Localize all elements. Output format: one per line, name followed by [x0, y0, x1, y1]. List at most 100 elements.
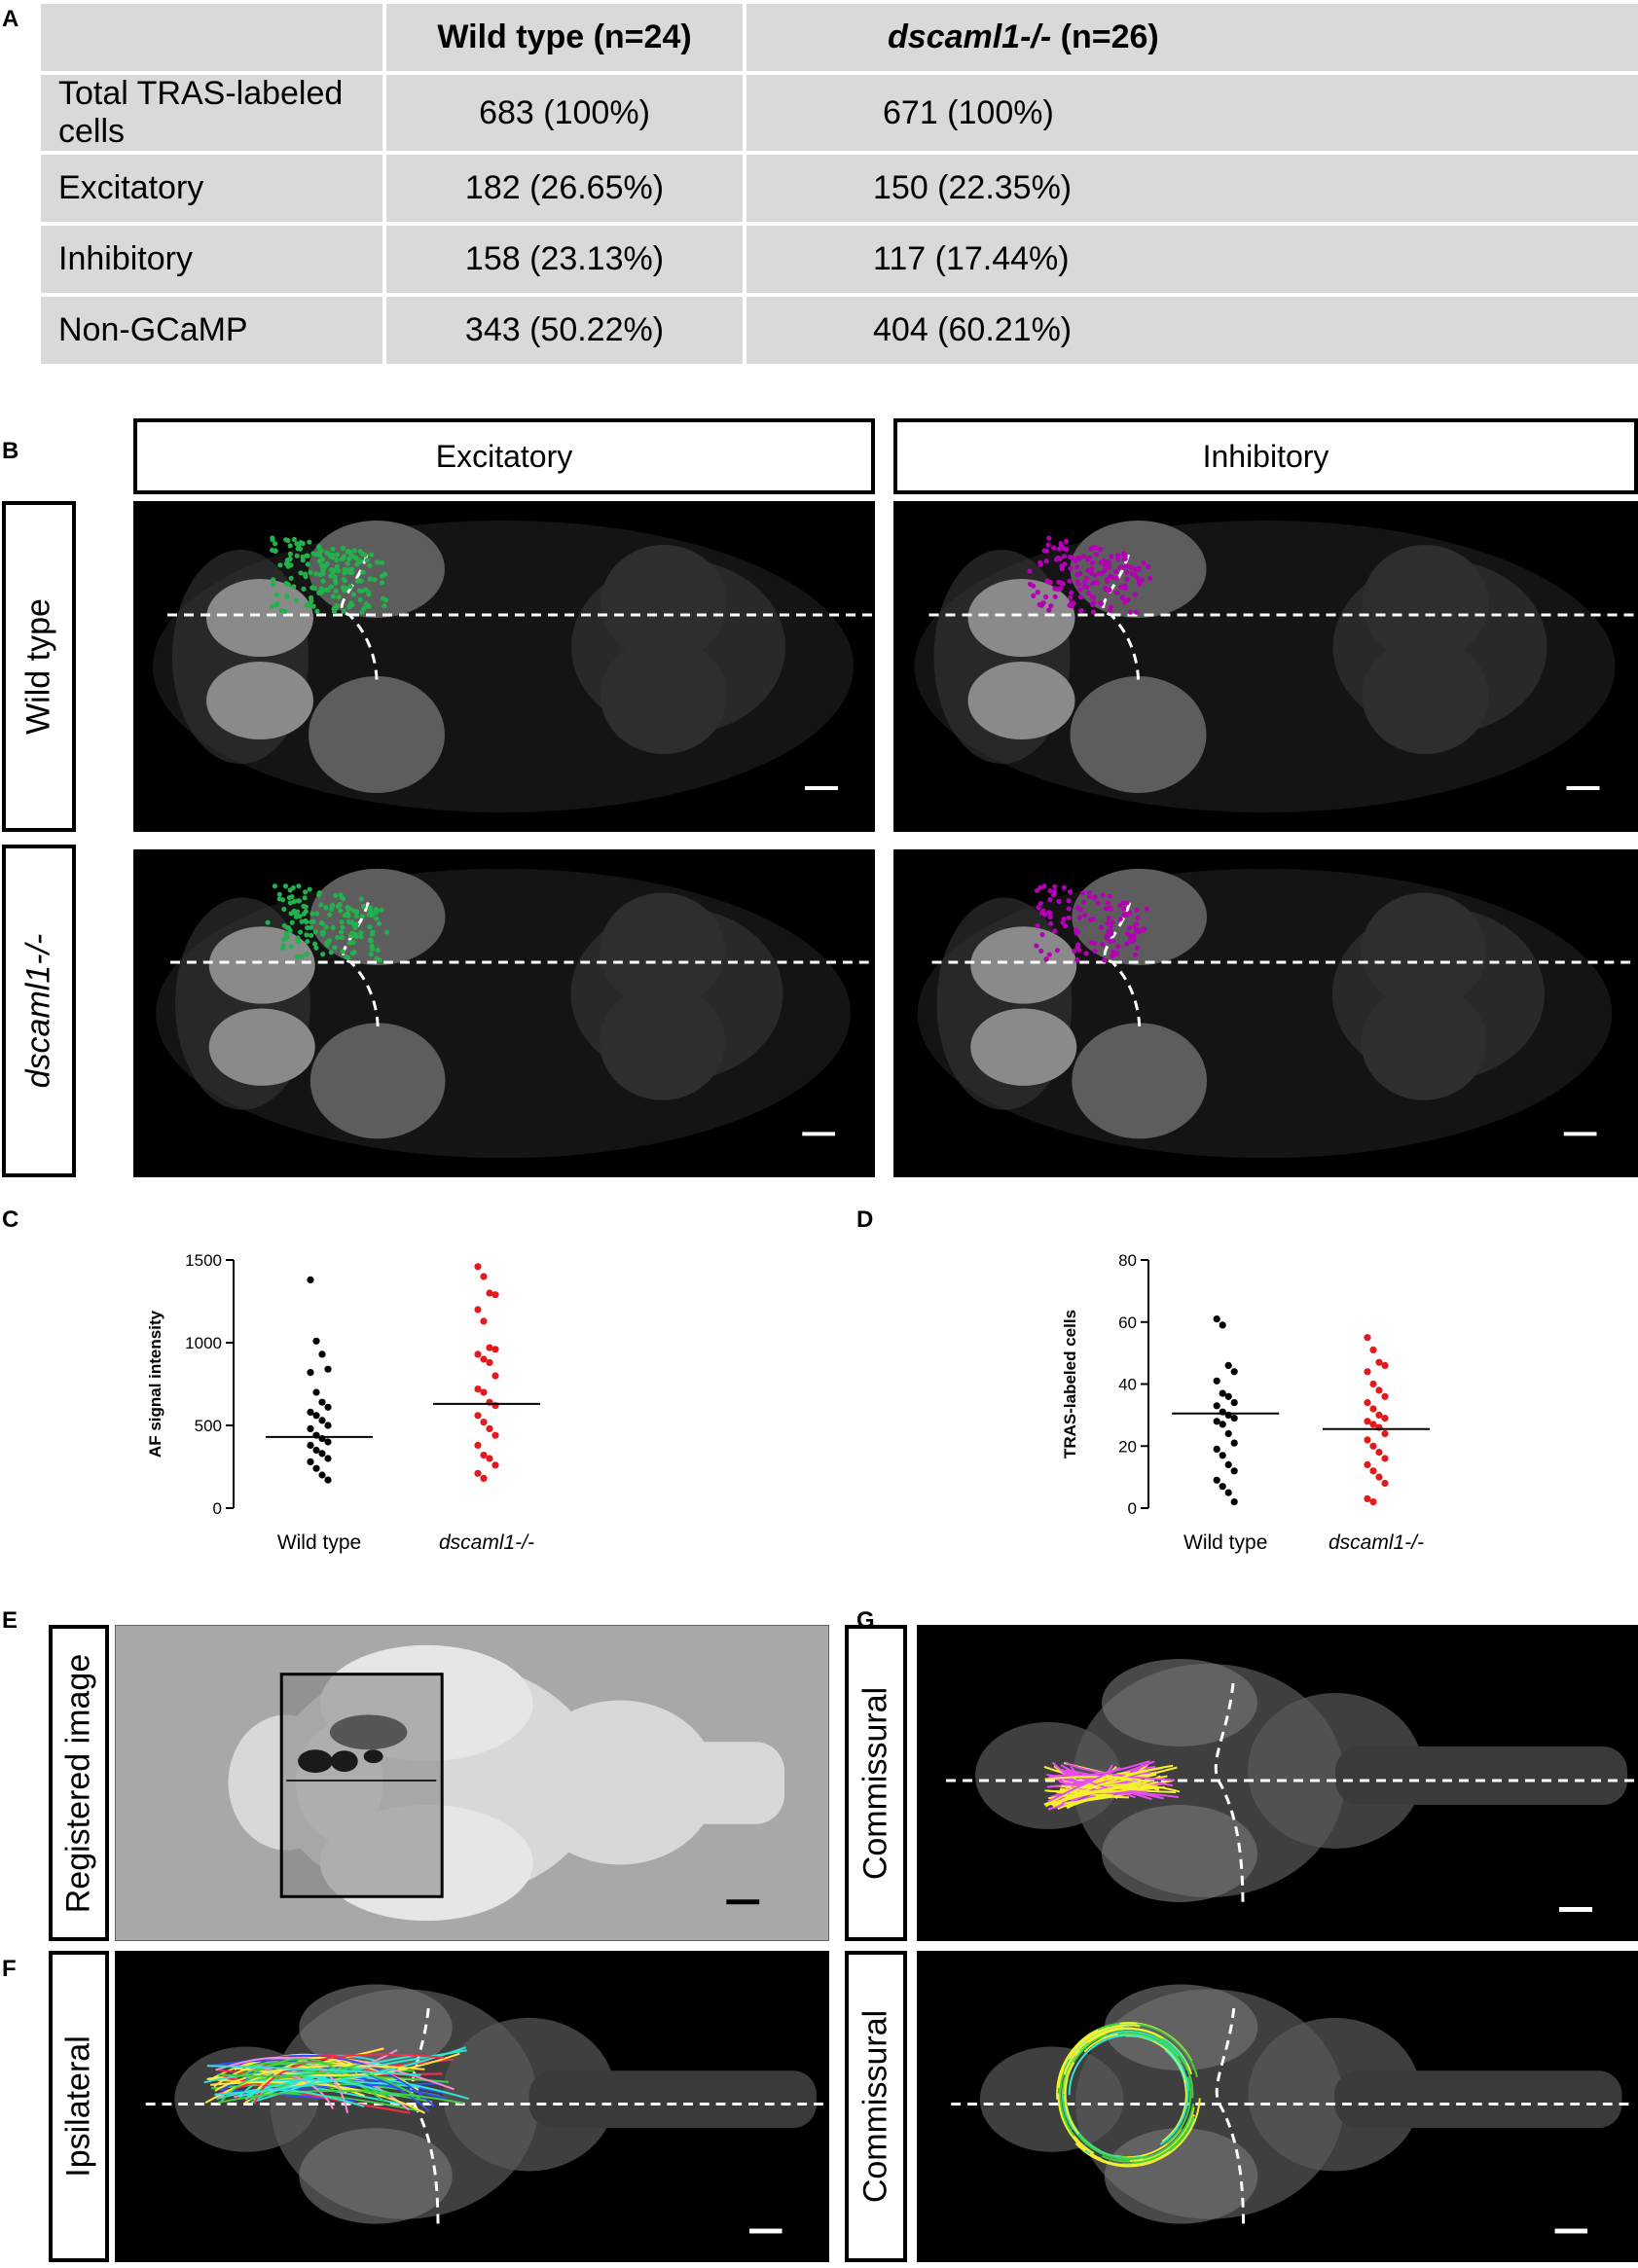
- registered-brain-svg: [228, 1644, 785, 1922]
- cell-dot: [1113, 569, 1119, 575]
- cell-dot: [1098, 546, 1104, 553]
- cell-dot: [291, 584, 297, 590]
- cell-dot: [1069, 590, 1074, 595]
- neurite-trace: [1061, 1784, 1137, 1793]
- row-label-wild-type: Wild type: [2, 501, 76, 832]
- cell-dot: [1109, 931, 1114, 937]
- cell-dot: [350, 939, 356, 946]
- cell-dot: [1104, 576, 1110, 583]
- cell-dot: [1102, 567, 1108, 574]
- cell-dot: [340, 949, 346, 954]
- cell-dot: [1106, 559, 1111, 565]
- cell-dot: [297, 546, 303, 552]
- cell-dot: [1052, 888, 1058, 894]
- data-point: [1213, 1445, 1220, 1453]
- data-point: [486, 1424, 493, 1432]
- cell-dot: [1084, 576, 1090, 582]
- data-point: [1213, 1402, 1220, 1410]
- data-point: [474, 1386, 482, 1393]
- cell-dot: [1142, 926, 1147, 932]
- cell-dot: [1071, 600, 1076, 606]
- cell-dot: [290, 884, 296, 891]
- cell-dot: [288, 944, 294, 950]
- table-row: Inhibitory 158 (23.13%) 117 (17.44%): [37, 222, 1638, 297]
- cell-dot: [294, 954, 300, 959]
- neurite-trace: [1137, 2023, 1198, 2078]
- cell-dot: [1147, 575, 1153, 582]
- data-point: [1219, 1483, 1226, 1491]
- cell-dot: [1074, 564, 1080, 570]
- cell-dot: [303, 904, 309, 910]
- cell-dot: [1123, 563, 1129, 569]
- data-point: [307, 1276, 314, 1283]
- col-header-mutant-n: (n=26): [1051, 18, 1159, 55]
- cell-dot: [1120, 900, 1126, 906]
- cell-dot: [340, 546, 346, 552]
- data-point: [1224, 1460, 1232, 1468]
- data-point: [1381, 1361, 1389, 1369]
- cell-dot: [346, 567, 351, 573]
- cell-dot: [346, 549, 351, 555]
- data-point: [491, 1461, 499, 1469]
- y-tick-label: 1500: [185, 1251, 222, 1270]
- data-point: [1381, 1429, 1389, 1438]
- x-category-label: dscaml1-/-: [439, 1531, 534, 1554]
- cell-dot: [285, 582, 291, 588]
- panel-letter-e: E: [2, 1607, 18, 1634]
- cell-dot: [330, 546, 336, 552]
- cell-dot: [302, 895, 308, 901]
- neurite-trace: [1064, 2062, 1080, 2135]
- cell-dot: [382, 603, 387, 609]
- cell-dot: [280, 943, 286, 949]
- cell-dot: [354, 561, 360, 567]
- y-tick-label: 80: [1118, 1251, 1137, 1270]
- cell-dot: [316, 544, 322, 550]
- cell-dot: [1058, 541, 1064, 547]
- cell-dot: [1077, 570, 1083, 576]
- neurite-trace: [1089, 2150, 1171, 2167]
- data-point: [324, 1403, 332, 1411]
- cell-dot: [1038, 948, 1044, 954]
- panel-letter-a: A: [2, 6, 19, 32]
- cell-dot: [377, 957, 382, 963]
- data-point: [1224, 1361, 1232, 1369]
- cell-dot: [1046, 952, 1052, 957]
- cell-dot: [1056, 579, 1062, 585]
- cell-dot: [366, 592, 372, 597]
- cell-dot: [1133, 926, 1139, 932]
- data-point: [480, 1388, 488, 1396]
- cell-dot: [1052, 594, 1058, 599]
- cell-dot: [1089, 565, 1095, 572]
- y-axis-label: TRAS-labeled cells: [1061, 1310, 1079, 1458]
- cell-dot: [309, 598, 314, 604]
- cell-dot: [287, 543, 293, 549]
- cell-dot: [1093, 552, 1100, 558]
- data-point: [1375, 1449, 1383, 1457]
- chart-tras-cells: 0 20 40 60 80 TRAS-labeled cells Wild type dsca…: [1061, 1251, 1430, 1554]
- cell-dot: [310, 551, 316, 557]
- data-point: [324, 1365, 332, 1373]
- data-point: [307, 1441, 314, 1449]
- neurite-trace: [1154, 2034, 1194, 2099]
- cell-dot: [1038, 910, 1045, 916]
- row-label-wild-type-text: Wild type: [19, 598, 57, 735]
- cell-dot: [304, 952, 309, 957]
- cell-wt: 182 (26.65%): [382, 151, 746, 226]
- cell-dot: [272, 883, 277, 889]
- data-point: [1364, 1436, 1371, 1444]
- y-tick-label: 60: [1118, 1314, 1137, 1332]
- cell-dot: [300, 558, 306, 563]
- panel-letter-c: C: [2, 1206, 19, 1233]
- chart-af-signal: 0 500 1000 1500 AF signal intensity Wild type…: [146, 1251, 540, 1554]
- brain-image-mut-inhibitory: [893, 849, 1638, 1177]
- data-point: [312, 1412, 320, 1420]
- cell-dot: [335, 903, 342, 909]
- cell-dot: [282, 608, 288, 614]
- cell-dot: [1114, 590, 1120, 595]
- commissural-brain-image-bottom: [917, 1951, 1638, 2262]
- cell-dot: [325, 587, 331, 593]
- registered-brain-image: [115, 1625, 829, 1941]
- cell-dot: [1107, 893, 1113, 899]
- panel-letter-b: B: [2, 438, 19, 464]
- scale-bar: [1559, 1907, 1592, 1912]
